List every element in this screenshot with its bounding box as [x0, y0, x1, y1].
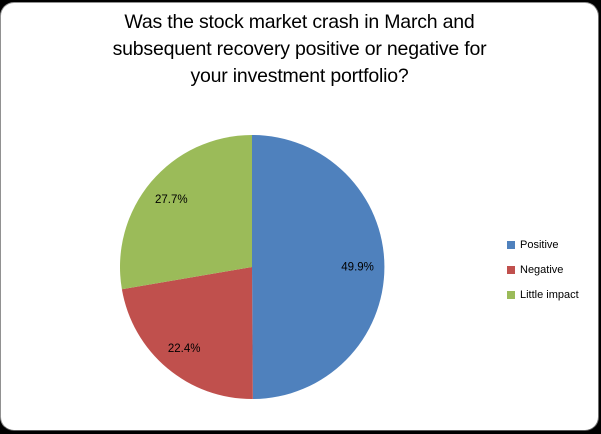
legend-swatch: [507, 266, 515, 274]
legend-label: Negative: [520, 264, 564, 276]
pie-slice-positive[interactable]: [252, 134, 385, 400]
chart-title-line: Was the stock market crash in March and: [124, 11, 475, 33]
legend-label: Positive: [520, 239, 559, 251]
legend-item-positive[interactable]: Positive: [507, 239, 579, 251]
legend-item-little-impact[interactable]: Little impact: [507, 289, 579, 301]
pie-slice-little-impact[interactable]: [119, 135, 252, 290]
chart-title-line: subsequent recovery positive or negative…: [112, 38, 487, 60]
legend-label: Little impact: [520, 289, 579, 301]
slice-data-label: 22.4%: [168, 343, 201, 355]
slice-data-label: 49.9%: [341, 262, 374, 274]
pie-slice-negative[interactable]: [121, 267, 253, 400]
legend-swatch: [507, 291, 515, 299]
pie-chart: 49.9% 22.4% 27.7%: [119, 134, 385, 400]
chart-title-line: your investment portfolio?: [190, 65, 409, 87]
slice-data-label: 27.7%: [155, 194, 188, 206]
chart-title: Was the stock market crash in March and …: [61, 9, 539, 90]
legend-item-negative[interactable]: Negative: [507, 264, 579, 276]
legend: Positive Negative Little impact: [507, 239, 579, 301]
legend-swatch: [507, 241, 515, 249]
